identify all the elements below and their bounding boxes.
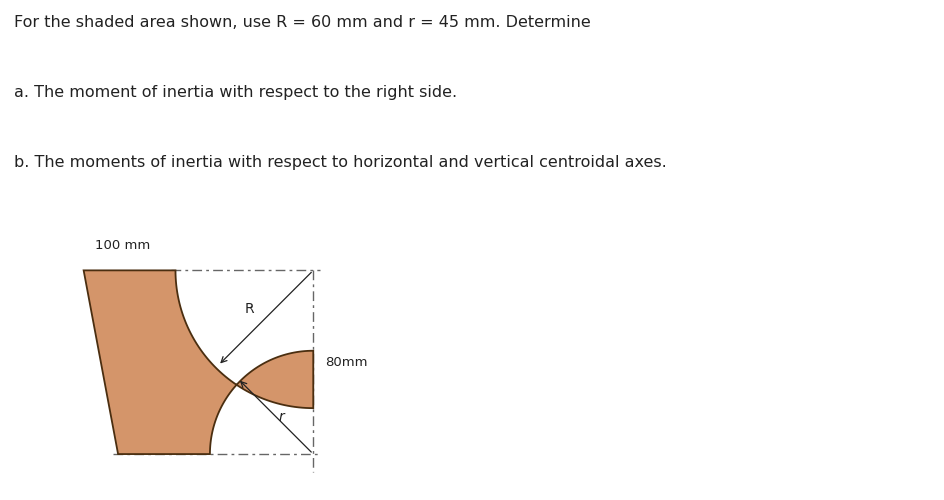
Text: 80mm: 80mm <box>325 356 367 368</box>
Text: For the shaded area shown, use R = 60 mm and r = 45 mm. Determine: For the shaded area shown, use R = 60 mm… <box>14 15 590 30</box>
Polygon shape <box>84 270 312 454</box>
Text: r: r <box>278 410 284 424</box>
Text: a. The moment of inertia with respect to the right side.: a. The moment of inertia with respect to… <box>14 85 457 100</box>
Text: R: R <box>244 302 254 316</box>
Text: b. The moments of inertia with respect to horizontal and vertical centroidal axe: b. The moments of inertia with respect t… <box>14 155 666 170</box>
Text: 100 mm: 100 mm <box>95 239 150 252</box>
